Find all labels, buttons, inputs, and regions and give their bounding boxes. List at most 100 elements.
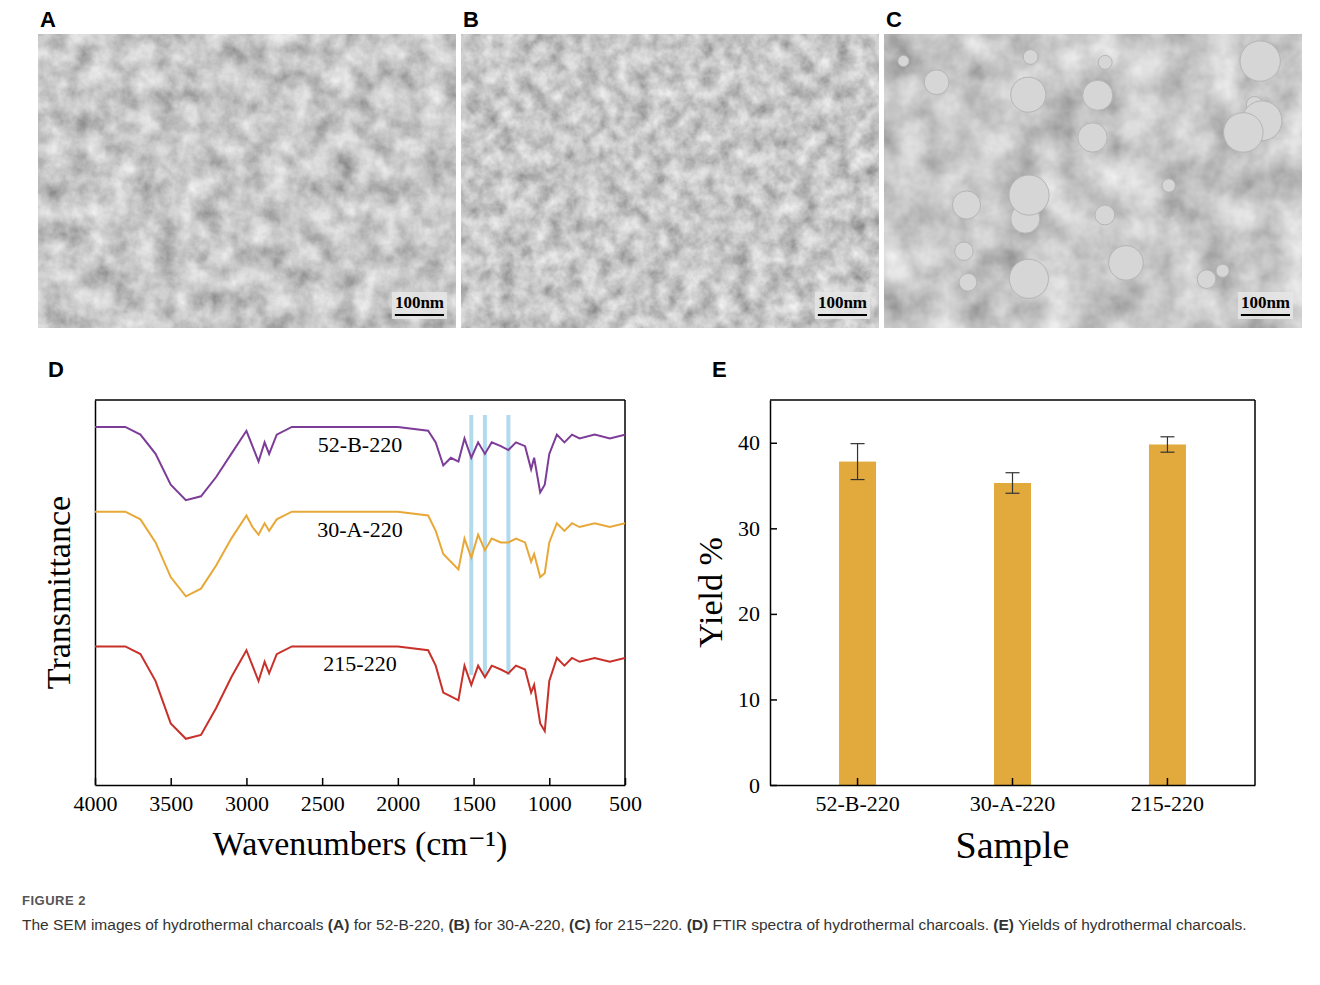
x-axis-tick: 2500 — [301, 778, 345, 816]
y-axis-tick-mark — [770, 785, 777, 787]
x-axis: 52-B-22030-A-220215-220 — [771, 778, 1256, 816]
series-label: 52-B-220 — [318, 432, 402, 457]
scale-bar — [395, 314, 444, 316]
sem-particle — [1011, 77, 1046, 112]
sem-image — [38, 34, 456, 328]
sem-particle — [1224, 113, 1264, 153]
sem-particle — [1098, 55, 1112, 69]
sem-particle — [1095, 205, 1115, 225]
spectrum-line — [95, 512, 625, 597]
plot-frame — [770, 399, 1255, 401]
panel-letter: B — [463, 7, 479, 32]
error-cap — [851, 479, 865, 480]
plot-frame — [624, 400, 626, 785]
error-cap — [1160, 452, 1174, 453]
x-axis-tick-mark — [473, 778, 475, 785]
y-axis-tick-label: 30 — [738, 516, 760, 541]
x-axis-tick-label: 1000 — [528, 791, 572, 816]
scale-bar-bg — [392, 292, 447, 319]
error-bar — [1012, 473, 1013, 494]
scale-bar — [818, 314, 867, 316]
sem-image — [461, 34, 879, 328]
caption-text: The SEM images of hydrothermal charcoals… — [22, 914, 1298, 936]
scale-bar-label: 100nm — [395, 293, 444, 312]
scale-bar-label: 100nm — [1241, 293, 1290, 312]
x-axis-tick: 3000 — [225, 778, 269, 816]
x-axis-tick-mark — [246, 778, 248, 785]
panel-letter: D — [48, 357, 64, 382]
sem-image — [884, 34, 1302, 328]
error-cap — [1006, 493, 1020, 494]
bar — [994, 483, 1031, 785]
sem-particle — [898, 55, 909, 66]
x-axis-tick: 2000 — [376, 778, 420, 816]
sem-panel: B100nm — [461, 7, 879, 328]
y-axis-tick-mark — [770, 528, 777, 530]
error-cap — [1160, 436, 1174, 437]
caption-panel-ref: (C) — [569, 916, 591, 933]
x-axis-tick: 215-220 — [1131, 778, 1204, 816]
x-axis-tick: 1500 — [452, 778, 496, 816]
error-cap — [851, 443, 865, 444]
sem-particle — [1009, 259, 1048, 298]
x-axis-title: Sample — [956, 824, 1070, 866]
bar — [839, 462, 876, 785]
caption-panel-ref: (D) — [687, 916, 709, 933]
x-axis-tick: 3500 — [149, 778, 193, 816]
caption-panel-ref: (A) — [328, 916, 350, 933]
caption-fragment: FTIR spectra of hydrothermal charcoals. — [708, 916, 993, 933]
panel-letter: A — [40, 7, 56, 32]
caption-fragment: Yields of hydrothermal charcoals. — [1014, 916, 1247, 933]
sem-particle — [924, 70, 949, 95]
y-axis-tick-label: 0 — [749, 773, 760, 798]
panel-letter: E — [712, 357, 727, 382]
x-axis-tick-label: 3000 — [225, 791, 269, 816]
y-axis: 0 10 20 30 40 — [738, 401, 777, 798]
x-axis: 4000350030002500200015001000500 — [74, 778, 643, 816]
y-axis-tick-mark — [770, 699, 777, 701]
y-axis-tick: 10 — [738, 687, 777, 712]
sem-particle — [1078, 123, 1107, 152]
x-axis-tick-label: 4000 — [74, 791, 118, 816]
x-axis-tick-label: 2000 — [376, 791, 420, 816]
scale-bar-bg — [1238, 292, 1293, 319]
error-bar — [857, 444, 858, 480]
y-axis-line — [95, 401, 97, 786]
spectrum-line — [95, 427, 625, 500]
y-axis-line — [770, 401, 772, 786]
reference-line — [506, 415, 510, 675]
caption-panel-ref: (B) — [448, 916, 470, 933]
figure-svg: A100nmB100nmC100nm4000350030002500200015… — [0, 0, 1320, 885]
x-axis-tick-mark — [549, 778, 551, 785]
sem-panel: C100nm — [884, 7, 1302, 328]
sem-particle — [1216, 264, 1229, 277]
x-axis-tick-label: 3500 — [149, 791, 193, 816]
spectrum-line — [95, 646, 625, 738]
x-axis-tick: 1000 — [528, 778, 572, 816]
caption: FIGURE 2 The SEM images of hydrothermal … — [22, 893, 1298, 936]
x-axis-tick-mark — [1167, 778, 1169, 785]
x-axis-tick-label: 30-A-220 — [970, 791, 1056, 816]
sem-particle — [1083, 80, 1113, 110]
sem-panel: A 100nm — [38, 7, 456, 328]
series-label: 30-A-220 — [317, 517, 403, 542]
sem-particle — [959, 273, 977, 291]
caption-fragment: The SEM images of hydrothermal charcoals — [22, 916, 328, 933]
x-axis-tick-mark — [322, 778, 324, 785]
x-axis-tick: 30-A-220 — [970, 778, 1056, 816]
sem-particle — [1162, 179, 1175, 192]
plot-frame — [95, 399, 625, 401]
x-axis-tick-mark — [857, 778, 859, 785]
error-cap — [1006, 472, 1020, 473]
x-axis-tick-mark — [1012, 778, 1014, 785]
x-axis-tick-mark — [398, 778, 400, 785]
y-axis-tick: 20 — [738, 601, 777, 626]
y-axis-tick-label: 40 — [738, 430, 760, 455]
y-axis-title: Transmittance — [40, 496, 77, 689]
scale-bar-bg — [815, 292, 870, 319]
sem-particle — [1109, 246, 1144, 281]
y-axis-tick-label: 10 — [738, 687, 760, 712]
y-axis-tick: 30 — [738, 516, 777, 541]
y-axis-tick-mark — [770, 614, 777, 616]
y-axis-tick: 40 — [738, 430, 777, 455]
